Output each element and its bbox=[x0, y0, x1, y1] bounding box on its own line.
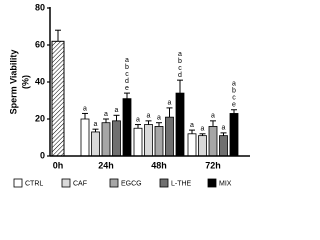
legend-swatch bbox=[13, 178, 23, 188]
bar bbox=[219, 135, 228, 157]
bar bbox=[154, 126, 164, 157]
legend-swatch bbox=[207, 178, 217, 188]
bar bbox=[144, 124, 153, 157]
significance-letter: a bbox=[211, 113, 215, 120]
legend-label: MIX bbox=[219, 180, 232, 187]
bar bbox=[80, 118, 90, 157]
legend-swatch bbox=[61, 178, 71, 188]
y-tick-label: 60 bbox=[35, 39, 45, 49]
significance-letter: c bbox=[232, 95, 236, 102]
x-tick-label: 48h bbox=[151, 160, 167, 170]
significance-letter: a bbox=[125, 57, 129, 64]
significance-letter: a bbox=[178, 51, 182, 58]
significance-letter: e bbox=[232, 102, 236, 109]
significance-letter: d bbox=[178, 72, 182, 79]
significance-letter: a bbox=[190, 122, 194, 129]
significance-letter: e bbox=[125, 85, 129, 92]
y-tick-label: 0 bbox=[40, 150, 45, 160]
y-tick-label: 40 bbox=[35, 76, 45, 86]
significance-letter: b bbox=[232, 88, 236, 95]
significance-letter: a bbox=[104, 111, 108, 118]
bar bbox=[91, 131, 100, 157]
significance-letter: a bbox=[83, 105, 87, 112]
bar bbox=[165, 116, 174, 157]
significance-letter: a bbox=[136, 116, 140, 123]
significance-letter: a bbox=[201, 126, 205, 133]
legend-label: CTRL bbox=[25, 180, 43, 187]
bar bbox=[101, 122, 111, 157]
bar bbox=[208, 126, 218, 157]
significance-letter: c bbox=[125, 71, 129, 78]
significance-letter: a bbox=[94, 121, 98, 128]
y-tick-label: 80 bbox=[35, 2, 45, 12]
significance-letter: b bbox=[178, 58, 182, 65]
significance-letter: a bbox=[232, 81, 236, 88]
significance-letter: c bbox=[178, 65, 182, 72]
x-tick-label: 24h bbox=[98, 160, 114, 170]
bar bbox=[187, 133, 197, 157]
significance-letter: a bbox=[168, 100, 172, 107]
x-tick-label: 72h bbox=[205, 160, 221, 170]
y-axis-unit: (%) bbox=[20, 75, 30, 89]
significance-letter: a bbox=[115, 107, 119, 114]
legend-swatch bbox=[109, 178, 119, 188]
legend-label: EGCG bbox=[121, 180, 142, 187]
bar bbox=[51, 40, 65, 157]
significance-letter: a bbox=[222, 125, 226, 132]
bar bbox=[229, 113, 239, 157]
x-tick-label: 0h bbox=[53, 160, 64, 170]
bar bbox=[133, 127, 143, 157]
legend-swatch bbox=[159, 178, 169, 188]
significance-letter: a bbox=[157, 115, 161, 122]
significance-letter: a bbox=[147, 113, 151, 120]
legend-label: CAF bbox=[73, 180, 87, 187]
y-axis-label: Sperm Viability bbox=[8, 50, 18, 115]
y-tick-label: 20 bbox=[35, 113, 45, 123]
bar bbox=[175, 92, 185, 157]
legend-label: L-THE bbox=[171, 180, 192, 187]
significance-letter: d bbox=[125, 78, 129, 85]
bar bbox=[122, 98, 132, 157]
bar bbox=[112, 120, 121, 157]
bar bbox=[198, 135, 207, 157]
significance-letter: b bbox=[125, 64, 129, 71]
